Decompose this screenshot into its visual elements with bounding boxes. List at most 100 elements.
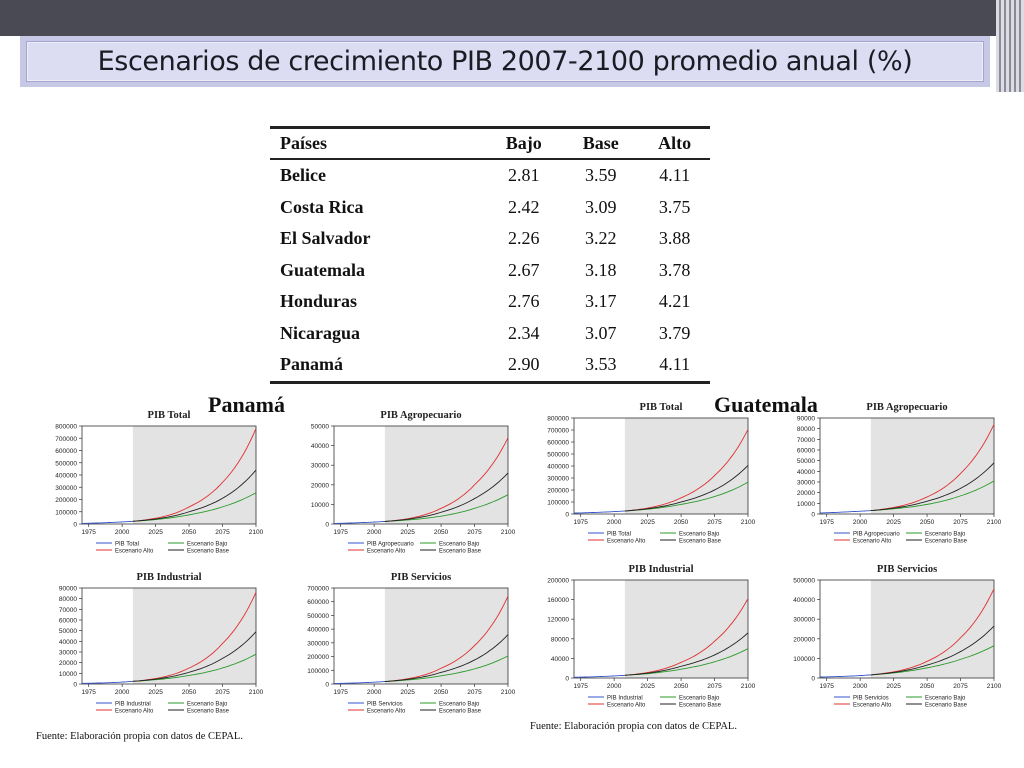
y-tick-label: 160000 [547, 597, 569, 604]
x-tick-label: 1975 [573, 683, 588, 690]
projection-region [132, 426, 256, 524]
y-tick-label: 100000 [55, 509, 77, 516]
chart-svg: PIB Total 0 100000 200000 300000 400000 500000… [547, 402, 756, 544]
legend-label: Escenario Bajo [925, 531, 966, 537]
x-tick-label: 2025 [886, 683, 901, 690]
table-row: Panamá 2.90 3.53 4.11 [270, 349, 710, 382]
table-row: Guatemala 2.67 3.18 3.78 [270, 255, 710, 287]
y-tick-label: 200000 [307, 654, 329, 661]
y-tick-label: 30000 [797, 480, 815, 487]
y-tick-label: 0 [325, 522, 329, 529]
x-tick-label: 2000 [367, 529, 382, 536]
x-tick-label: 2050 [182, 529, 197, 536]
bajo-cell: 2.67 [507, 259, 540, 280]
y-tick-label: 300000 [307, 640, 329, 647]
top-bar [0, 0, 1024, 36]
projection-region [870, 418, 994, 514]
x-tick-label: 2000 [607, 519, 622, 526]
plot-frame [573, 579, 749, 679]
y-tick-label: 40000 [59, 639, 77, 646]
y-tick-label: 800000 [55, 424, 77, 431]
y-tick-label: 100000 [307, 668, 329, 675]
header-alto: Alto [658, 133, 692, 153]
x-tick-label: 2050 [182, 689, 197, 696]
gdp-growth-table: Países Bajo Base Alto Belice 2.81 3.59 4… [270, 126, 710, 384]
projection-region [384, 426, 508, 524]
y-tick-label: 50000 [797, 458, 815, 465]
x-tick-label: 2100 [741, 519, 756, 526]
y-tick-label: 20000 [311, 482, 329, 489]
legend-label: Escenario Bajo [187, 701, 228, 707]
series-line-alto [624, 429, 749, 512]
x-tick-label: 2025 [640, 683, 655, 690]
series-line-bajo [624, 648, 749, 676]
x-tick-label: 2075 [707, 683, 722, 690]
base-cell: 3.17 [585, 291, 617, 312]
chart-title: PIB Total [640, 402, 683, 413]
series-line-alto [132, 428, 257, 522]
x-tick-label: 1975 [573, 519, 588, 526]
y-tick-label: 80000 [551, 636, 569, 643]
legend-label: Escenario Base [925, 702, 968, 708]
chart-svg: PIB Industrial 0 40000 80000 120000 160000 200… [547, 564, 756, 708]
y-tick-label: 200000 [793, 636, 815, 643]
bajo-cell: 2.90 [507, 354, 540, 375]
chart-svg: PIB Servicios 0 100000 200000 300000 400000 50… [793, 564, 1001, 708]
x-tick-label: 1975 [819, 519, 834, 526]
series-line-base [870, 625, 995, 676]
chart-title: PIB Agropecuario [866, 402, 947, 413]
legend-label: Escenario Bajo [679, 695, 720, 701]
series-line-hist [820, 510, 871, 514]
plot-frame [819, 579, 995, 679]
series-line-base [132, 631, 257, 682]
guatemala-label: Guatemala [714, 392, 818, 417]
alto-cell: 4.11 [659, 354, 691, 375]
y-tick-label: 0 [73, 522, 77, 529]
bajo-cell: 2.42 [507, 196, 540, 217]
y-tick-label: 40000 [311, 443, 329, 450]
chart-panama-pib-total: PIB Total 0 100000 200000 300000 400000 500000… [38, 408, 266, 568]
plot-frame [333, 587, 509, 685]
legend-label: Escenario Bajo [679, 531, 720, 537]
y-tick-label: 70000 [797, 437, 815, 444]
y-tick-label: 200000 [547, 488, 569, 495]
series-line-base [624, 465, 749, 512]
series-line-base [384, 634, 509, 682]
chart-guatemala-pib-industrial: PIB Industrial 0 40000 80000 120000 160000 200… [530, 562, 758, 722]
legend-label: PIB Agropecuario [853, 531, 900, 537]
legend-label: Escenario Alto [115, 548, 154, 554]
y-tick-label: 60000 [59, 618, 77, 625]
legend-label: PIB Agropecuario [367, 541, 414, 547]
y-tick-label: 500000 [547, 452, 569, 459]
base-cell: 3.07 [585, 322, 617, 343]
series-line-base [132, 469, 257, 522]
y-tick-label: 100000 [793, 656, 815, 663]
header-paises: Países [280, 133, 327, 153]
chart-svg: PIB Agropecuario 0 10000 20000 30000 40000 500… [797, 402, 1002, 544]
y-tick-label: 700000 [55, 436, 77, 443]
legend-label: Escenario Bajo [439, 701, 480, 707]
alto-cell: 3.79 [658, 322, 691, 343]
series-line-bajo [870, 645, 995, 676]
bajo-cell: 2.34 [507, 322, 540, 343]
y-tick-label: 600000 [307, 599, 329, 606]
legend-label: Escenario Base [679, 702, 722, 708]
series-line-hist [573, 674, 625, 678]
y-tick-label: 0 [565, 512, 569, 519]
chart-guatemala-pib-total: PIB Total 0 100000 200000 300000 400000 500000… [530, 400, 758, 558]
y-tick-label: 0 [811, 512, 815, 519]
panama-label: Panamá [208, 392, 285, 417]
series-line-alto [384, 437, 509, 522]
x-tick-label: 1975 [819, 683, 834, 690]
table-header-row: Países Bajo Base Alto [270, 127, 710, 159]
x-tick-label: 2100 [501, 529, 516, 536]
plot-frame [819, 417, 995, 515]
chart-title: PIB Agropecuario [380, 410, 461, 421]
series-line-alto [870, 424, 995, 512]
table-row: Honduras 2.76 3.17 4.21 [270, 286, 710, 318]
x-tick-label: 2000 [115, 529, 130, 536]
x-tick-label: 2100 [741, 683, 756, 690]
legend-label: PIB Industrial [115, 701, 151, 707]
bajo-cell: 2.76 [507, 291, 540, 312]
source-note-guatemala: Fuente: Elaboración propia con datos de … [530, 721, 737, 732]
